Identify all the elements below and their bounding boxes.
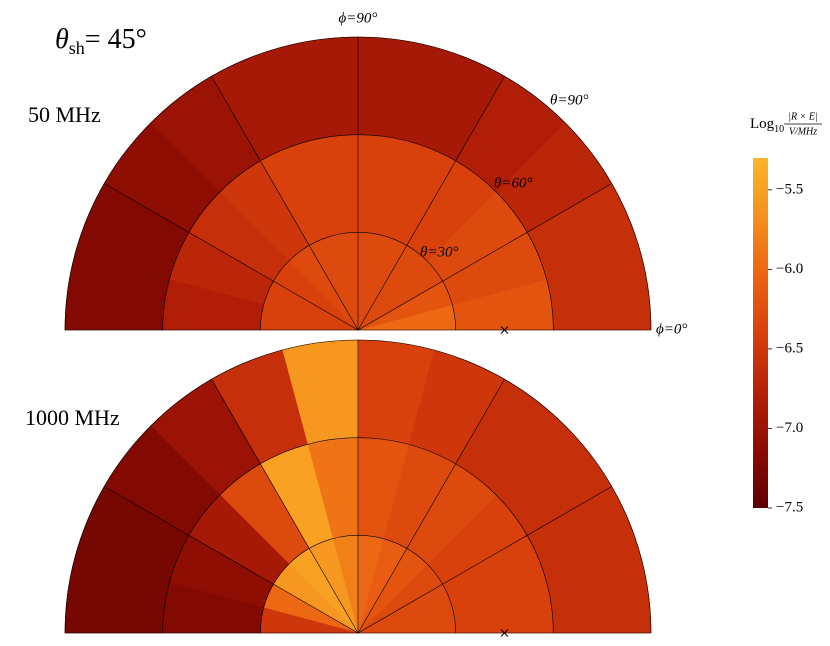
angle-label: θ=60° <box>494 175 533 191</box>
phi-grid-line <box>104 183 359 331</box>
phi-grid-line <box>357 183 612 331</box>
colorbar-tick-label: −7.0 <box>776 420 803 436</box>
panel-label: 1000 MHz <box>25 405 120 430</box>
colorbar <box>753 158 768 508</box>
panel-label: 50 MHz <box>28 102 101 127</box>
title-text: = 45° <box>85 24 147 55</box>
colorbar-label: Log10 <box>750 116 784 135</box>
colorbar-label-text: Log <box>750 116 775 132</box>
angle-label: ϕ=90° <box>339 10 378 26</box>
phi-grid-line <box>357 379 505 634</box>
title-symbol: θ <box>55 24 69 55</box>
phi-grid-line <box>211 76 359 331</box>
colorbar-label-denominator: V/MHz <box>789 126 817 137</box>
colorbar-tick-label: −6.5 <box>776 340 803 356</box>
colorbar-tick-label: −6.0 <box>776 261 803 277</box>
colorbar-label-numerator: |R × E| <box>788 111 817 122</box>
colorbar-tick-label: −5.5 <box>776 181 803 197</box>
shower-marker <box>500 326 509 334</box>
angle-label: θ=90° <box>550 92 589 108</box>
title-subscript: sh <box>69 38 85 58</box>
shower-marker <box>500 629 509 637</box>
phi-grid-line <box>357 486 612 634</box>
colorbar-tick-label: −7.5 <box>776 499 803 515</box>
angle-label: θ=30° <box>420 244 459 260</box>
phi-grid-line <box>211 379 359 634</box>
angle-label: ϕ=0° <box>656 321 687 337</box>
phi-grid-line <box>357 76 505 331</box>
phi-grid-line <box>104 486 359 634</box>
chart-title: θsh= 45° <box>55 24 147 58</box>
colorbar-label-subscript: 10 <box>774 124 784 135</box>
